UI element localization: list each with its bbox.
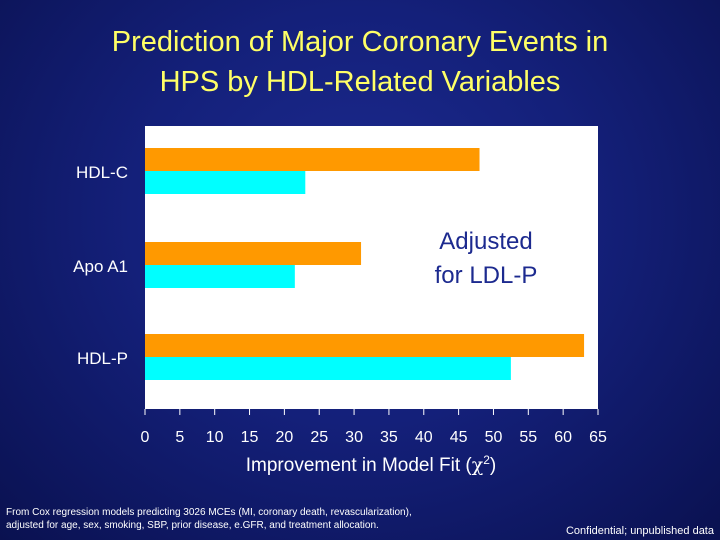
- bar-hdl-c-series-1: [145, 148, 480, 171]
- bar-apo-a1-series-1: [145, 242, 362, 265]
- footnote: From Cox regression models predicting 30…: [6, 506, 412, 532]
- x-tick-label: 5: [175, 429, 184, 446]
- category-label: HDL-C: [76, 163, 128, 182]
- slide-title: Prediction of Major Coronary Events in H…: [0, 22, 720, 102]
- title-line-2: HPS by HDL-Related Variables: [159, 66, 561, 98]
- x-tick-label: 55: [519, 429, 537, 446]
- x-axis-label: Improvement in Model Fit (χ2): [246, 453, 497, 476]
- bar-hdl-c-series-2: [145, 171, 306, 194]
- footnote-line-2: adjusted for age, sex, smoking, SBP, pri…: [6, 520, 379, 531]
- category-label: Apo A1: [73, 257, 128, 276]
- x-tick-label: 60: [554, 429, 572, 446]
- x-tick-label: 20: [275, 429, 293, 446]
- x-tick-label: 25: [310, 429, 328, 446]
- x-tick-label: 35: [380, 429, 398, 446]
- annotation-line-2: for LDL-P: [435, 262, 538, 289]
- x-axis-label-sup: 2: [483, 453, 490, 467]
- title-line-1: Prediction of Major Coronary Events in: [111, 26, 609, 58]
- x-tick-label: 15: [241, 429, 259, 446]
- annotation-line-1: Adjusted: [439, 228, 532, 255]
- x-axis-label-main: Improvement in Model Fit (: [246, 455, 473, 476]
- x-tick-label: 30: [345, 429, 363, 446]
- x-tick-label: 40: [415, 429, 433, 446]
- bar-apo-a1-series-2: [145, 265, 295, 288]
- x-tick-label: 0: [141, 429, 150, 446]
- x-axis-label-close: ): [490, 455, 496, 476]
- x-axis-label-chi: χ: [472, 454, 484, 476]
- x-tick-label: 45: [450, 429, 468, 446]
- x-tick-label: 65: [589, 429, 607, 446]
- x-tick-label: 50: [485, 429, 503, 446]
- footnote-line-1: From Cox regression models predicting 30…: [6, 507, 412, 518]
- category-label: HDL-P: [77, 349, 128, 368]
- bar-hdl-p-series-1: [145, 334, 585, 357]
- x-tick-label: 10: [206, 429, 224, 446]
- bar-hdl-p-series-2: [145, 357, 511, 380]
- confidential-note: Confidential; unpublished data: [565, 525, 714, 537]
